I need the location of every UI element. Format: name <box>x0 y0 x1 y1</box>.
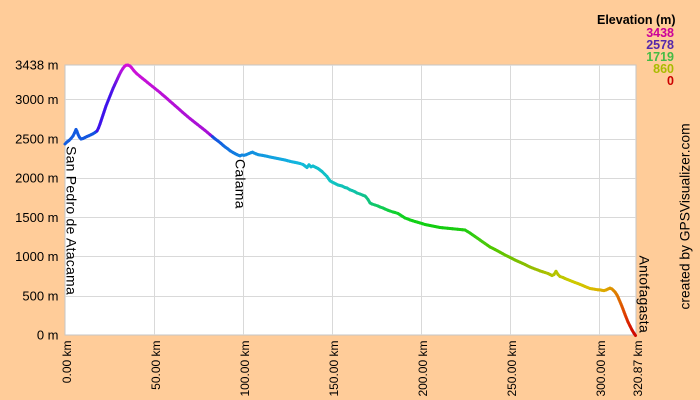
svg-text:1000 m: 1000 m <box>15 249 58 264</box>
svg-text:created by GPSVisualizer.com: created by GPSVisualizer.com <box>678 123 693 309</box>
svg-text:Elevation (m): Elevation (m) <box>597 13 676 27</box>
svg-text:320.87 km: 320.87 km <box>631 341 645 397</box>
svg-text:300.00 km: 300.00 km <box>594 341 608 397</box>
svg-text:2500 m: 2500 m <box>15 131 58 146</box>
svg-text:San Pedro de Atacama: San Pedro de Atacama <box>64 146 80 295</box>
svg-text:250.00 km: 250.00 km <box>505 341 519 397</box>
svg-text:0 m: 0 m <box>37 328 59 343</box>
svg-text:150.00 km: 150.00 km <box>327 341 341 397</box>
svg-text:0.00 km: 0.00 km <box>60 340 74 383</box>
svg-text:100.00 km: 100.00 km <box>238 341 252 397</box>
svg-text:0: 0 <box>667 74 674 88</box>
svg-text:2578: 2578 <box>646 38 674 52</box>
svg-text:50.00 km: 50.00 km <box>149 340 163 389</box>
svg-text:Calama: Calama <box>233 159 249 209</box>
svg-text:860: 860 <box>653 62 674 76</box>
svg-text:3438 m: 3438 m <box>15 58 58 73</box>
svg-text:Antofagasta: Antofagasta <box>637 256 653 333</box>
svg-text:200.00 km: 200.00 km <box>416 341 430 397</box>
svg-text:3438: 3438 <box>646 26 674 40</box>
svg-text:3000 m: 3000 m <box>15 92 58 107</box>
svg-text:500 m: 500 m <box>22 288 58 303</box>
svg-text:2000 m: 2000 m <box>15 171 58 186</box>
svg-text:1719: 1719 <box>646 50 674 64</box>
svg-text:1500 m: 1500 m <box>15 210 58 225</box>
